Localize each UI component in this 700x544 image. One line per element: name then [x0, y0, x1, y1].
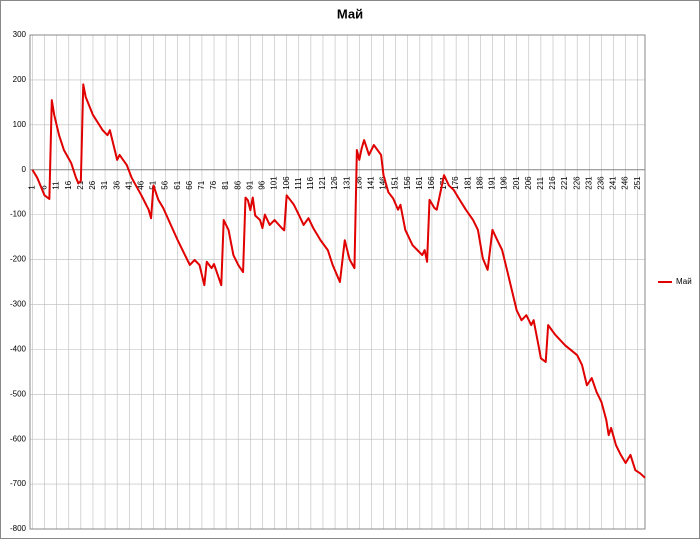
y-tick-label: -200 [10, 255, 27, 264]
x-tick-label: 166 [427, 176, 436, 190]
x-tick-label: 101 [270, 176, 279, 190]
x-tick-label: 201 [512, 176, 521, 190]
x-tick-label: 36 [112, 180, 121, 189]
x-tick-label: 111 [294, 177, 303, 190]
x-tick-label: 61 [173, 180, 182, 189]
x-tick-label: 216 [548, 176, 557, 190]
y-tick-label: 0 [22, 165, 27, 174]
x-tick-label: 46 [136, 180, 145, 189]
x-tick-label: 131 [342, 176, 351, 190]
x-tick-label: 186 [475, 176, 484, 190]
x-tick-label: 236 [597, 176, 606, 190]
chart-title: Май [337, 6, 363, 21]
data-line [31, 83, 646, 479]
x-tick-label: 86 [233, 180, 242, 189]
x-tick-label: 141 [367, 176, 376, 190]
y-tick-label: 100 [13, 120, 27, 129]
x-tick-label: 96 [258, 180, 267, 189]
x-tick-label: 241 [609, 176, 618, 190]
x-tick-label: 11 [52, 181, 61, 190]
x-tick-label: 31 [100, 180, 109, 189]
x-tick-label: 151 [391, 176, 400, 190]
x-tick-label: 26 [88, 180, 97, 189]
y-tick-label: -500 [10, 389, 27, 398]
x-tick-label: 146 [379, 176, 388, 190]
y-tick-label: -700 [10, 479, 27, 488]
x-tick-label: 121 [318, 176, 327, 190]
x-tick-label: 16 [64, 180, 73, 189]
x-tick-label: 136 [354, 176, 363, 190]
x-tick-label: 126 [330, 176, 339, 190]
x-tick-label: 6 [40, 185, 49, 190]
x-tick-label: 196 [500, 176, 509, 190]
x-tick-label: 91 [245, 180, 254, 189]
x-tick-label: 71 [197, 180, 206, 189]
x-tick-label: 41 [124, 180, 133, 189]
x-tick-label: 206 [524, 176, 533, 190]
y-tick-label: 200 [13, 75, 27, 84]
x-tick-label: 1 [28, 185, 37, 190]
x-tick-label: 21 [76, 180, 85, 189]
x-tick-label: 156 [403, 176, 412, 190]
y-tick-label: -400 [10, 344, 27, 353]
y-tick-label: 300 [13, 30, 27, 39]
x-tick-label: 106 [282, 176, 291, 190]
x-tick-label: 226 [572, 176, 581, 190]
x-tick-label: 56 [161, 180, 170, 189]
x-tick-label: 76 [209, 180, 218, 189]
y-tick-label: -100 [10, 210, 27, 219]
x-tick-label: 81 [221, 180, 230, 189]
y-tick-label: -600 [10, 434, 27, 443]
x-tick-label: 176 [451, 176, 460, 190]
y-tick-label: -300 [10, 300, 27, 309]
x-tick-label: 161 [415, 176, 424, 190]
x-tick-label: 191 [488, 176, 497, 190]
plot-frame [29, 34, 646, 530]
x-tick-label: 66 [185, 180, 194, 189]
x-tick-label: 221 [560, 176, 569, 190]
x-tick-label: 246 [621, 176, 630, 190]
y-tick-label: -800 [10, 524, 27, 533]
x-tick-label: 231 [584, 176, 593, 190]
x-tick-label: 181 [463, 176, 472, 190]
x-tick-label: 211 [536, 176, 545, 189]
x-tick-label: 116 [306, 176, 315, 189]
x-tick-label: 251 [633, 176, 642, 190]
x-tick-label: 171 [439, 176, 448, 190]
legend-label: Май [676, 277, 692, 286]
